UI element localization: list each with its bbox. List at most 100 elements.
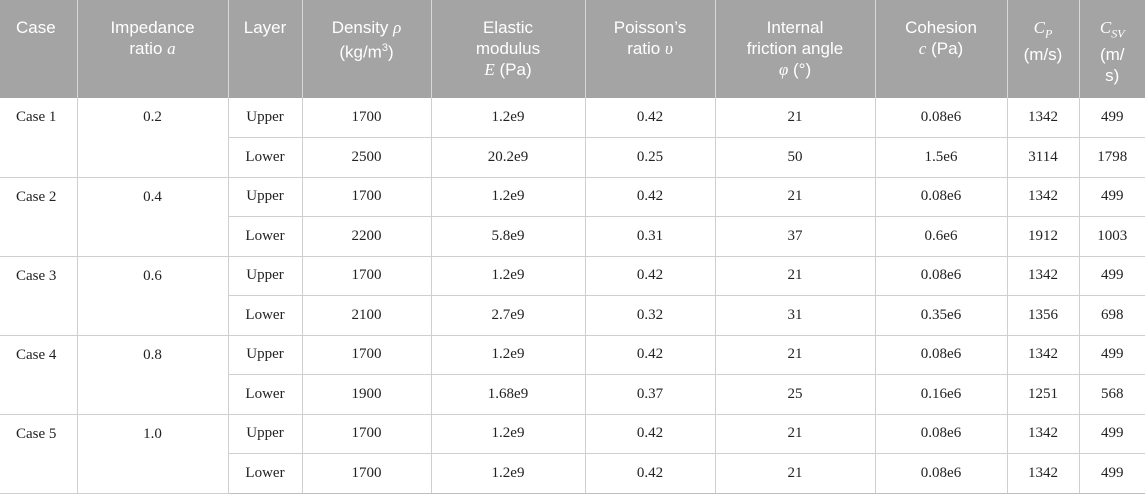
cell-density: 2200: [302, 216, 432, 257]
table-row: Case 1 0.2 Upper 1700 1.2e9 0.42 21 0.08…: [0, 98, 1145, 178]
cell-layer: Lower: [228, 374, 303, 415]
cell-poisson-ratio: 0.42: [585, 335, 716, 375]
table-row: Lower 2100 2.7e9 0.32 31 0.35e6 1356 698: [0, 295, 1145, 336]
header-density: Density ρ (kg/m3): [302, 0, 432, 98]
cell-elastic-modulus: 20.2e9: [431, 137, 586, 178]
table-row: Case 5 1.0 Upper 1700 1.2e9 0.42 21 0.08…: [0, 414, 1145, 494]
cell-csv: 499: [1079, 256, 1145, 296]
cell-poisson-ratio: 0.37: [585, 374, 716, 415]
cell-case: Case 5: [0, 414, 78, 494]
cell-density: 2500: [302, 137, 432, 178]
cell-friction-angle: 21: [715, 453, 876, 494]
cell-cp: 1342: [1007, 453, 1080, 494]
cell-friction-angle: 21: [715, 414, 876, 454]
cell-friction-angle: 25: [715, 374, 876, 415]
cell-csv: 1798: [1079, 137, 1145, 178]
cell-cohesion: 0.35e6: [875, 295, 1008, 336]
header-layer: Layer: [228, 0, 303, 98]
cell-case: Case 4: [0, 335, 78, 415]
header-poisson-ratio: Poisson’s ratio υ: [585, 0, 716, 98]
cell-impedance-ratio: 0.6: [77, 256, 229, 336]
cell-friction-angle: 50: [715, 137, 876, 178]
cell-case: Case 2: [0, 177, 78, 257]
cell-cohesion: 0.08e6: [875, 98, 1008, 138]
cell-poisson-ratio: 0.42: [585, 414, 716, 454]
cell-csv: 499: [1079, 453, 1145, 494]
cell-cohesion: 0.08e6: [875, 177, 1008, 217]
table-body: Case 1 0.2 Upper 1700 1.2e9 0.42 21 0.08…: [0, 98, 1145, 494]
cell-cp: 1342: [1007, 335, 1080, 375]
cell-elastic-modulus: 1.2e9: [431, 335, 586, 375]
cell-csv: 568: [1079, 374, 1145, 415]
table-row: Case 4 0.8 Upper 1700 1.2e9 0.42 21 0.08…: [0, 335, 1145, 415]
table-header: Case Impedance ratio a Layer Density ρ (kg…: [0, 0, 1145, 98]
table-row: Lower 1900 1.68e9 0.37 25 0.16e6 1251 56…: [0, 374, 1145, 415]
cell-density: 1700: [302, 335, 432, 375]
cell-poisson-ratio: 0.42: [585, 177, 716, 217]
cell-density: 1700: [302, 453, 432, 494]
table-row: Case 2 0.4 Upper 1700 1.2e9 0.42 21 0.08…: [0, 177, 1145, 257]
header-cohesion: Cohesion c (Pa): [875, 0, 1008, 98]
table-row: Case 3 0.6 Upper 1700 1.2e9 0.42 21 0.08…: [0, 256, 1145, 336]
cell-csv: 1003: [1079, 216, 1145, 257]
cell-cohesion: 0.08e6: [875, 414, 1008, 454]
cell-cp: 1912: [1007, 216, 1080, 257]
cell-impedance-ratio: 0.4: [77, 177, 229, 257]
cell-cp: 1251: [1007, 374, 1080, 415]
cell-elastic-modulus: 1.2e9: [431, 98, 586, 138]
cell-friction-angle: 21: [715, 335, 876, 375]
cell-elastic-modulus: 2.7e9: [431, 295, 586, 336]
cell-density: 1700: [302, 414, 432, 454]
cell-csv: 499: [1079, 335, 1145, 375]
cell-cohesion: 0.16e6: [875, 374, 1008, 415]
table-row: Lower 2500 20.2e9 0.25 50 1.5e6 3114 179…: [0, 137, 1145, 178]
cell-elastic-modulus: 1.2e9: [431, 177, 586, 217]
header-csv: CSV (m/s): [1079, 0, 1145, 98]
cell-cohesion: 0.08e6: [875, 335, 1008, 375]
cell-friction-angle: 21: [715, 177, 876, 217]
cell-elastic-modulus: 1.68e9: [431, 374, 586, 415]
cell-elastic-modulus: 5.8e9: [431, 216, 586, 257]
cell-density: 1700: [302, 256, 432, 296]
header-case: Case: [0, 0, 78, 98]
cell-layer: Upper: [228, 414, 303, 454]
cell-poisson-ratio: 0.42: [585, 453, 716, 494]
cell-layer: Lower: [228, 216, 303, 257]
cell-cohesion: 0.08e6: [875, 256, 1008, 296]
cell-case: Case 3: [0, 256, 78, 336]
header-cp: CP (m/s): [1007, 0, 1080, 98]
cell-csv: 698: [1079, 295, 1145, 336]
cell-cp: 1356: [1007, 295, 1080, 336]
cell-cp: 1342: [1007, 256, 1080, 296]
header-friction-angle: Internal friction angle φ (°): [715, 0, 876, 98]
cell-poisson-ratio: 0.42: [585, 98, 716, 138]
cell-elastic-modulus: 1.2e9: [431, 453, 586, 494]
cell-friction-angle: 31: [715, 295, 876, 336]
cell-layer: Upper: [228, 177, 303, 217]
cell-cp: 3114: [1007, 137, 1080, 178]
table-row: Lower 2200 5.8e9 0.31 37 0.6e6 1912 1003: [0, 216, 1145, 257]
cell-density: 1900: [302, 374, 432, 415]
cell-layer: Upper: [228, 256, 303, 296]
cell-elastic-modulus: 1.2e9: [431, 414, 586, 454]
cell-cohesion: 0.6e6: [875, 216, 1008, 257]
cell-poisson-ratio: 0.42: [585, 256, 716, 296]
cell-poisson-ratio: 0.32: [585, 295, 716, 336]
cell-density: 2100: [302, 295, 432, 336]
cell-csv: 499: [1079, 414, 1145, 454]
cell-csv: 499: [1079, 98, 1145, 138]
cell-density: 1700: [302, 177, 432, 217]
cell-poisson-ratio: 0.25: [585, 137, 716, 178]
header-impedance-ratio: Impedance ratio a: [77, 0, 229, 98]
cell-friction-angle: 21: [715, 98, 876, 138]
cell-poisson-ratio: 0.31: [585, 216, 716, 257]
cell-cp: 1342: [1007, 177, 1080, 217]
cell-cp: 1342: [1007, 414, 1080, 454]
cell-impedance-ratio: 0.2: [77, 98, 229, 178]
cell-layer: Upper: [228, 335, 303, 375]
cell-layer: Lower: [228, 137, 303, 178]
cell-elastic-modulus: 1.2e9: [431, 256, 586, 296]
table-row: Lower 1700 1.2e9 0.42 21 0.08e6 1342 499: [0, 453, 1145, 494]
cell-layer: Lower: [228, 295, 303, 336]
